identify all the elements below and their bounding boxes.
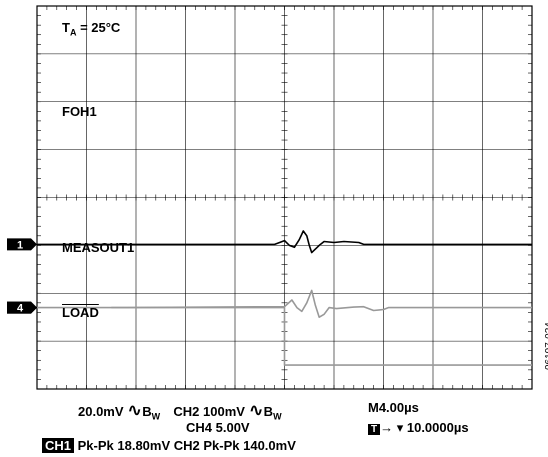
series-label-measout1: MEASOUT1 — [62, 240, 135, 255]
channel-marker-shape — [7, 301, 37, 314]
readout-row-1: 20.0mV ∿BW CH2 100mV ∿BW — [78, 400, 282, 422]
trace-foh1 — [37, 230, 532, 254]
measurement-values: Pk-Pk 18.80mV CH2 Pk-Pk 140.0mV — [77, 438, 296, 453]
series-label-foh1: FOH1 — [62, 104, 97, 119]
temperature-label: TA = 25°C — [62, 20, 121, 38]
channel-marker-4: 4 — [7, 301, 37, 315]
series-label-load: LOAD — [62, 305, 99, 320]
bandwidth-limit-icon: ∿ — [127, 400, 143, 420]
bandwidth-limit-icon: ∿ — [248, 400, 264, 420]
measurement-row: CH1 Pk-Pk 18.80mV CH2 Pk-Pk 140.0mV — [42, 438, 296, 453]
trace-load — [37, 306, 532, 366]
ch1-scale: 20.0mV — [78, 404, 124, 419]
ch1-measurement-badge: CH1 — [42, 438, 75, 453]
timebase: M4.00µs — [368, 400, 419, 415]
ch4-scale: CH4 5.00V — [186, 420, 250, 435]
channel-marker-1: 1 — [7, 238, 37, 251]
trigger-readout: T → ▾ 10.0000µs — [368, 420, 469, 436]
figure-id: 06197-024 — [544, 322, 548, 370]
trace-measout1 — [111, 289, 532, 318]
channel-marker-label: 1 — [17, 239, 23, 251]
channel-marker-shape — [7, 238, 37, 251]
trigger-icon: T — [368, 424, 381, 435]
ch2-scale: CH2 100mV — [173, 404, 245, 419]
channel-marker-label: 4 — [17, 303, 24, 315]
